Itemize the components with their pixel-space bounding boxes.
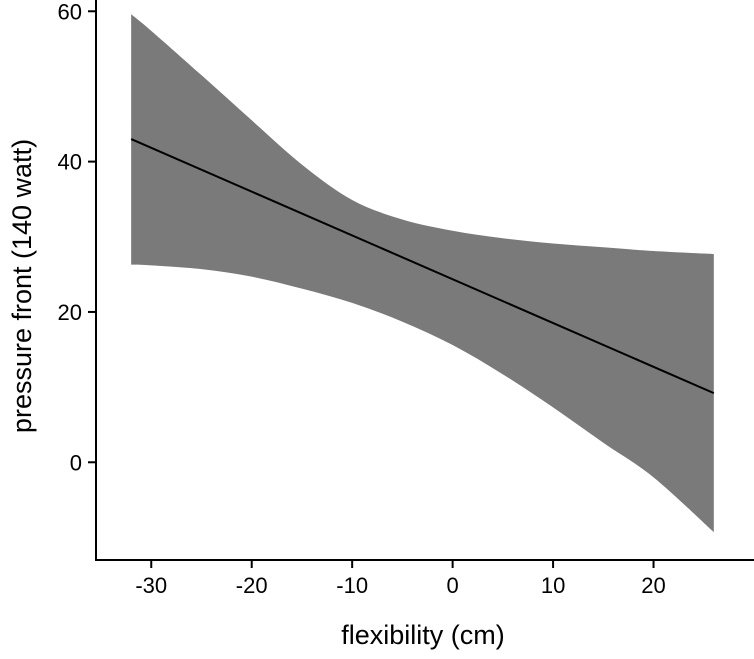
x-tick-label: 10	[541, 573, 565, 598]
y-tick-label: 20	[58, 300, 82, 325]
x-axis-title: flexibility (cm)	[341, 620, 505, 650]
x-tick-label: -20	[236, 573, 268, 598]
y-tick-label: 60	[58, 0, 82, 24]
regression-line	[130, 138, 715, 395]
x-tick-label: 0	[447, 573, 459, 598]
axes: -30 -20 -10 0 10 20 0 20 40 60	[58, 0, 754, 598]
x-tick-label: 20	[641, 573, 665, 598]
y-axis-title: pressure front (140 watt)	[7, 139, 37, 433]
x-tick-label: -30	[135, 573, 167, 598]
confidence-band	[131, 14, 714, 533]
y-tick-label: 0	[70, 450, 82, 475]
y-tick-label: 40	[58, 150, 82, 175]
x-tick-label: -10	[336, 573, 368, 598]
plot-area	[130, 14, 715, 533]
